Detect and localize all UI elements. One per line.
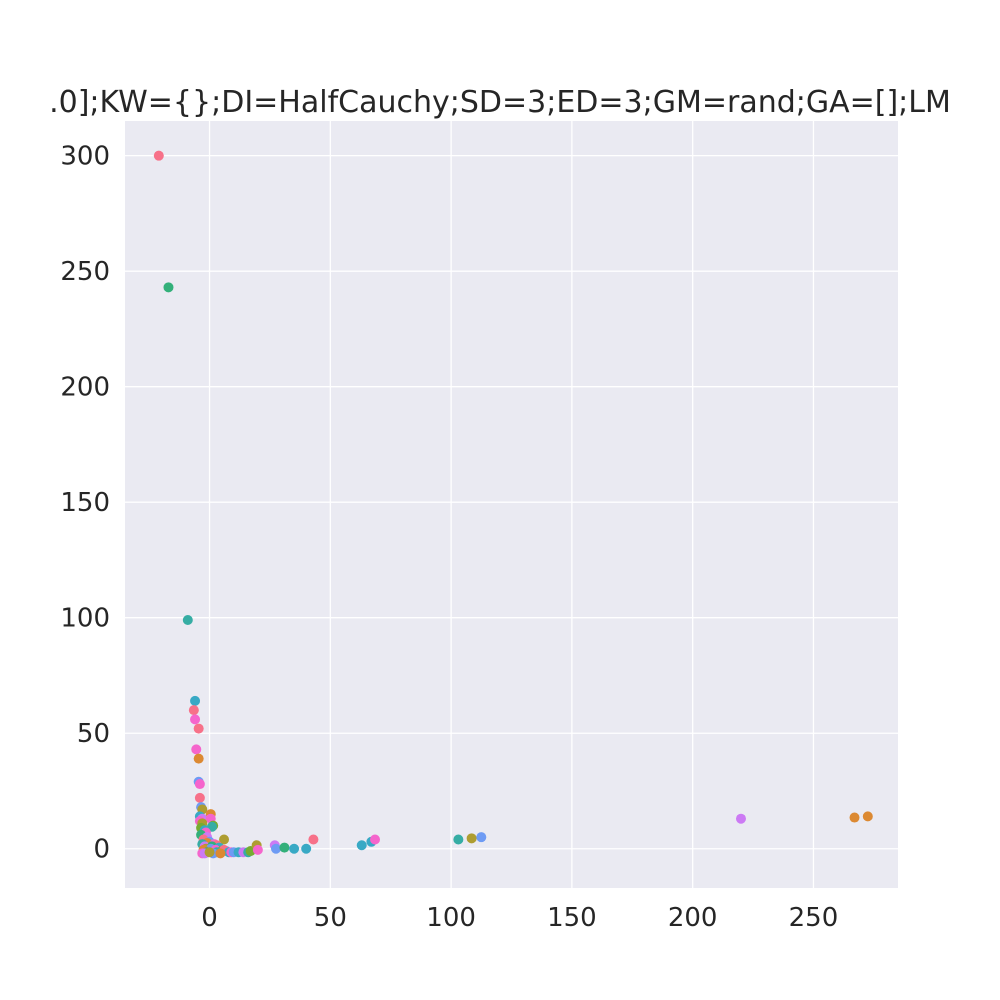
x-tick-label: 50 — [314, 903, 347, 933]
data-point — [476, 832, 487, 843]
data-point — [182, 615, 193, 626]
data-point — [289, 843, 300, 854]
y-tick-label: 150 — [60, 488, 110, 518]
data-point — [215, 848, 226, 859]
data-point — [153, 150, 164, 161]
y-axis-ticks: 0 50 100 150 200 250 300 — [60, 142, 110, 865]
data-point — [204, 847, 215, 858]
data-point — [193, 723, 204, 734]
y-tick-label: 50 — [77, 719, 110, 749]
y-tick-label: 0 — [93, 835, 110, 865]
x-tick-label: 200 — [668, 903, 718, 933]
data-point — [219, 834, 230, 845]
data-points — [153, 150, 873, 859]
data-point — [191, 744, 202, 755]
x-tick-label: 150 — [547, 903, 597, 933]
data-point — [270, 843, 281, 854]
data-point — [193, 753, 204, 764]
data-point — [190, 714, 201, 725]
data-point — [188, 705, 199, 716]
data-point — [735, 813, 746, 824]
y-tick-label: 250 — [60, 257, 110, 287]
x-tick-label: 0 — [201, 903, 218, 933]
x-tick-label: 100 — [426, 903, 476, 933]
data-point — [308, 834, 319, 845]
data-point — [301, 843, 312, 854]
data-point — [194, 779, 205, 790]
x-axis-ticks: 0 50 100 150 200 250 — [201, 903, 838, 933]
data-point — [370, 834, 381, 845]
data-point — [163, 282, 174, 293]
y-tick-label: 100 — [60, 604, 110, 634]
data-point — [190, 695, 201, 706]
data-point — [356, 840, 367, 851]
plot-area — [125, 121, 898, 888]
data-point — [252, 844, 263, 855]
data-point — [862, 811, 873, 822]
x-tick-label: 250 — [789, 903, 839, 933]
data-point — [279, 842, 290, 853]
data-point — [849, 812, 860, 823]
y-tick-label: 200 — [60, 373, 110, 403]
data-point — [194, 792, 205, 803]
data-point — [466, 833, 477, 844]
grid-lines — [125, 121, 898, 888]
y-tick-label: 300 — [60, 142, 110, 172]
data-point — [453, 834, 464, 845]
chart-title: .0];KW={};DI=HalfCauchy;SD=3;ED=3;GM=ran… — [49, 85, 951, 120]
